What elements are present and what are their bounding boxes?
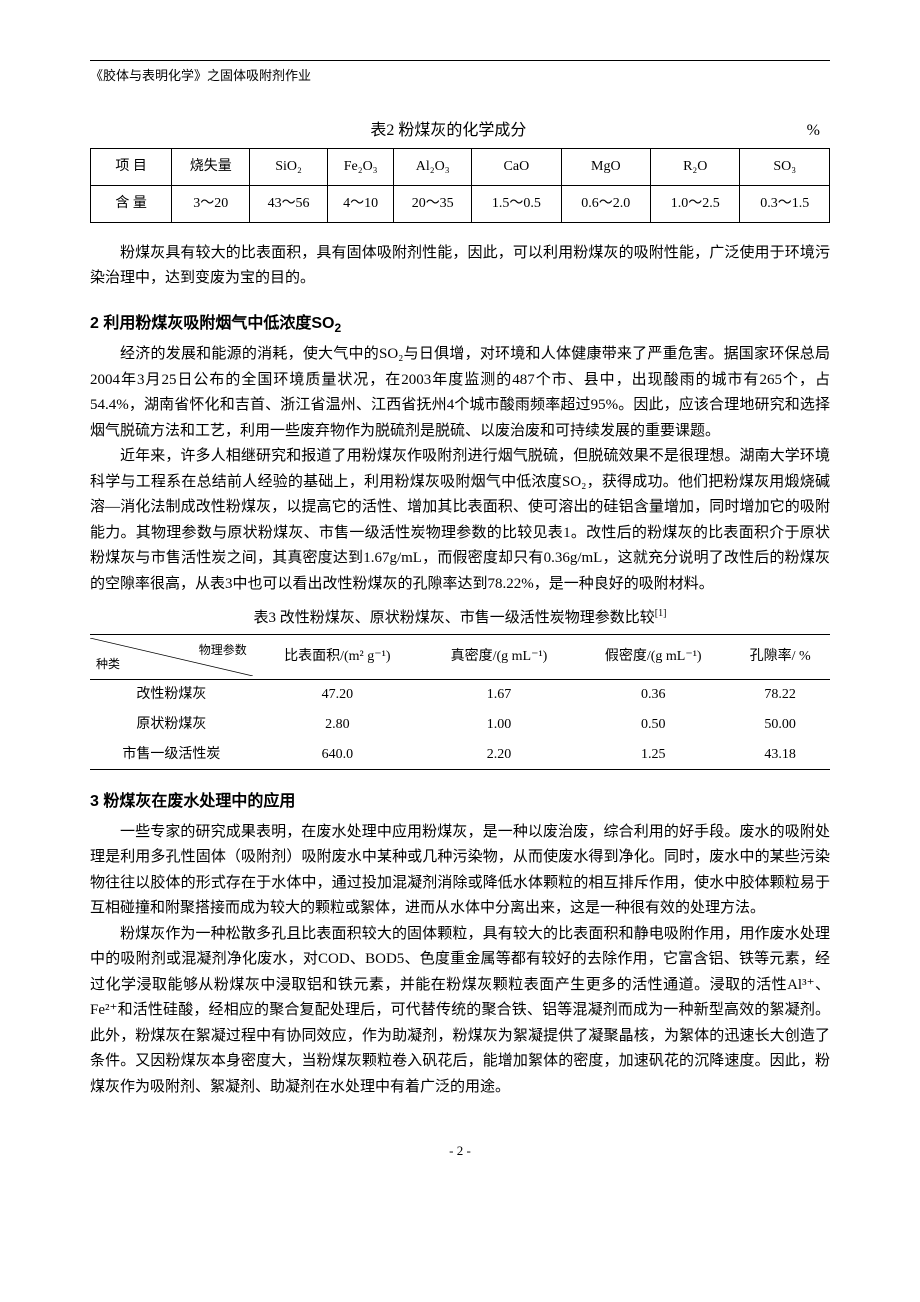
t2-col-1: SiO₂ [250,149,328,186]
t3-r1-c0: 2.80 [253,710,422,740]
t2-val-0: 3～20 [172,186,250,223]
section3-heading: 3 粉煤灰在废水处理中的应用 [90,788,830,815]
t2-col-7: SO₃ [740,149,830,186]
table2-title: 表2 粉煤灰的化学成分 % [90,117,830,144]
t3-r0-label: 改性粉煤灰 [90,679,253,709]
t2-val-6: 1.0～2.5 [651,186,740,223]
table3-ref: [1] [655,608,667,619]
t3-r0-c0: 47.20 [253,679,422,709]
t3-r2-c0: 640.0 [253,740,422,770]
t2-val-5: 0.6～2.0 [561,186,650,223]
t2-val-1: 43～56 [250,186,328,223]
table2-title-text: 表2 粉煤灰的化学成分 [370,122,526,139]
header-text: 《胶体与表明化学》之固体吸附剂作业 [90,65,830,87]
t3-r0-c1: 1.67 [422,679,576,709]
t3-h0: 比表面积/(m² g⁻¹) [253,634,422,679]
table2: 项 目 烧失量 SiO₂ Fe₂O₃ Al₂O₃ CaO MgO R₂O SO₃… [90,148,830,223]
table3-title-text: 表3 改性粉煤灰、原状粉煤灰、市售一级活性炭物理参数比较 [254,610,655,626]
t2-col-0: 烧失量 [172,149,250,186]
t2-val-7: 0.3～1.5 [740,186,830,223]
t2-val-4: 1.5～0.5 [472,186,561,223]
t3-r1-c3: 50.00 [730,710,830,740]
t3-h2: 假密度/(g mL⁻¹) [576,634,730,679]
t3-h1: 真密度/(g mL⁻¹) [422,634,576,679]
t3-r2-c1: 2.20 [422,740,576,770]
t3-r2-label: 市售一级活性炭 [90,740,253,770]
table-row: 物理参数 种类 比表面积/(m² g⁻¹) 真密度/(g mL⁻¹) 假密度/(… [90,634,830,679]
section2-p2: 近年来，许多人相继研究和报道了用粉煤灰作吸附剂进行烟气脱硫，但脱硫效果不是很理想… [90,444,830,597]
section2-heading: 2 利用粉煤灰吸附烟气中低浓度SO2 [90,310,830,339]
t3-h3: 孔隙率/ % [730,634,830,679]
t2-col-6: R₂O [651,149,740,186]
diag-top-label: 物理参数 [199,640,247,660]
table3: 物理参数 种类 比表面积/(m² g⁻¹) 真密度/(g mL⁻¹) 假密度/(… [90,634,830,770]
t3-r2-c2: 1.25 [576,740,730,770]
t3-r1-c1: 1.00 [422,710,576,740]
t3-r2-c3: 43.18 [730,740,830,770]
diagonal-header: 物理参数 种类 [90,638,253,676]
paragraph-1: 粉煤灰具有较大的比表面积，具有固体吸附剂性能，因此，可以利用粉煤灰的吸附性能，广… [90,241,830,292]
t2-col-3: Al₂O₃ [394,149,472,186]
t2-val-3: 20～35 [394,186,472,223]
section2-p1: 经济的发展和能源的消耗，使大气中的SO₂与日俱增，对环境和人体健康带来了严重危害… [90,342,830,444]
section3-p2: 粉煤灰作为一种松散多孔且比表面积较大的固体颗粒，具有较大的比表面积和静电吸附作用… [90,922,830,1101]
page-container: 《胶体与表明化学》之固体吸附剂作业 表2 粉煤灰的化学成分 % 项 目 烧失量 … [0,0,920,1202]
t3-r1-label: 原状粉煤灰 [90,710,253,740]
table-row: 市售一级活性炭 640.0 2.20 1.25 43.18 [90,740,830,770]
table2-unit: % [807,117,820,144]
table3-title: 表3 改性粉煤灰、原状粉煤灰、市售一级活性炭物理参数比较[1] [90,605,830,632]
t2-rowlabel-1: 含 量 [91,186,172,223]
t3-r1-c2: 0.50 [576,710,730,740]
section3-p1: 一些专家的研究成果表明，在废水处理中应用粉煤灰，是一种以废治废，综合利用的好手段… [90,820,830,922]
t2-col-4: CaO [472,149,561,186]
header-rule [90,60,830,61]
t2-col-2: Fe₂O₃ [328,149,394,186]
t3-r0-c2: 0.36 [576,679,730,709]
table-row: 项 目 烧失量 SiO₂ Fe₂O₃ Al₂O₃ CaO MgO R₂O SO₃ [91,149,830,186]
page-number: - 2 - [90,1140,830,1162]
section2-title: 2 利用粉煤灰吸附烟气中低浓度SO [90,315,334,332]
table-row: 含 量 3～20 43～56 4～10 20～35 1.5～0.5 0.6～2.… [91,186,830,223]
t2-rowlabel-0: 项 目 [91,149,172,186]
table-row: 改性粉煤灰 47.20 1.67 0.36 78.22 [90,679,830,709]
table-row: 原状粉煤灰 2.80 1.00 0.50 50.00 [90,710,830,740]
diag-bot-label: 种类 [96,654,120,674]
section2-sub: 2 [334,321,341,335]
t2-val-2: 4～10 [328,186,394,223]
t3-r0-c3: 78.22 [730,679,830,709]
t2-col-5: MgO [561,149,650,186]
